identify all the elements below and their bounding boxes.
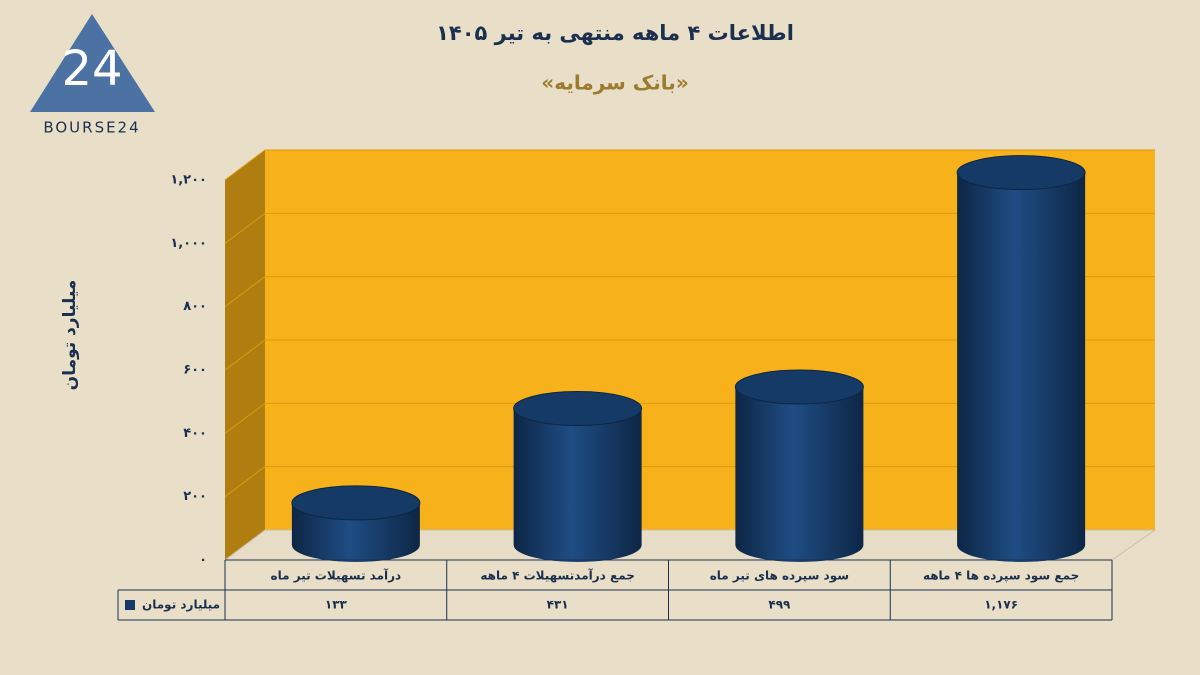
legend-label: میلیارد تومان: [142, 598, 220, 613]
value-label: ۴۳۱: [547, 598, 569, 612]
y-tick-label: ۰: [199, 553, 207, 568]
legend-swatch: [125, 600, 135, 610]
logo: 24 BOURSE24: [30, 14, 155, 137]
grid-line: [224, 339, 1155, 371]
bar: [957, 172, 1086, 562]
y-tick-label: ۱,۰۰۰: [170, 236, 207, 251]
y-tick-label: ۸۰۰: [183, 299, 207, 314]
logo-text: BOURSE24: [43, 119, 140, 137]
chart-subtitle: «بانک سرمایه»: [541, 71, 688, 95]
x-tick-label: جمع سود سپرده ها ۴ ماهه: [923, 569, 1079, 584]
y-tick-label: ۲۰۰: [183, 489, 207, 504]
bar-top: [956, 155, 1086, 191]
grid-line: [224, 212, 1155, 244]
data-table: درآمد تسهیلات تیر ماه ۱۳۳ جمع درآمدتسهیلات…: [117, 559, 1113, 621]
bar: [735, 386, 864, 562]
value-label: ۴۹۹: [768, 598, 791, 612]
logo-triangle: [30, 14, 155, 112]
bar: [513, 408, 642, 562]
logo-mark: 24: [61, 41, 122, 97]
y-axis-label: میلیارد تومان: [60, 280, 80, 391]
bar-top: [734, 369, 864, 405]
y-tick-label: ۱,۲۰۰: [170, 173, 207, 188]
chart-title: اطلاعات ۴ ماهه منتهی به تیر ۱۴۰۵: [436, 21, 794, 45]
bar-top: [513, 391, 643, 427]
grid-line: [224, 276, 1155, 308]
x-tick-label: جمع درآمدتسهیلات ۴ ماهه: [480, 568, 635, 583]
y-tick-label: ۴۰۰: [183, 426, 207, 441]
value-label: ۱۳۳: [325, 598, 348, 612]
x-tick-label: درآمد تسهیلات تیر ماه: [271, 568, 402, 583]
y-tick-label: ۶۰۰: [183, 363, 207, 378]
grid-line: [224, 149, 1155, 181]
x-tick-label: سود سپرده های تیر ماه: [710, 569, 849, 584]
value-label: ۱,۱۷۶: [984, 598, 1018, 612]
bar-top: [291, 485, 421, 521]
